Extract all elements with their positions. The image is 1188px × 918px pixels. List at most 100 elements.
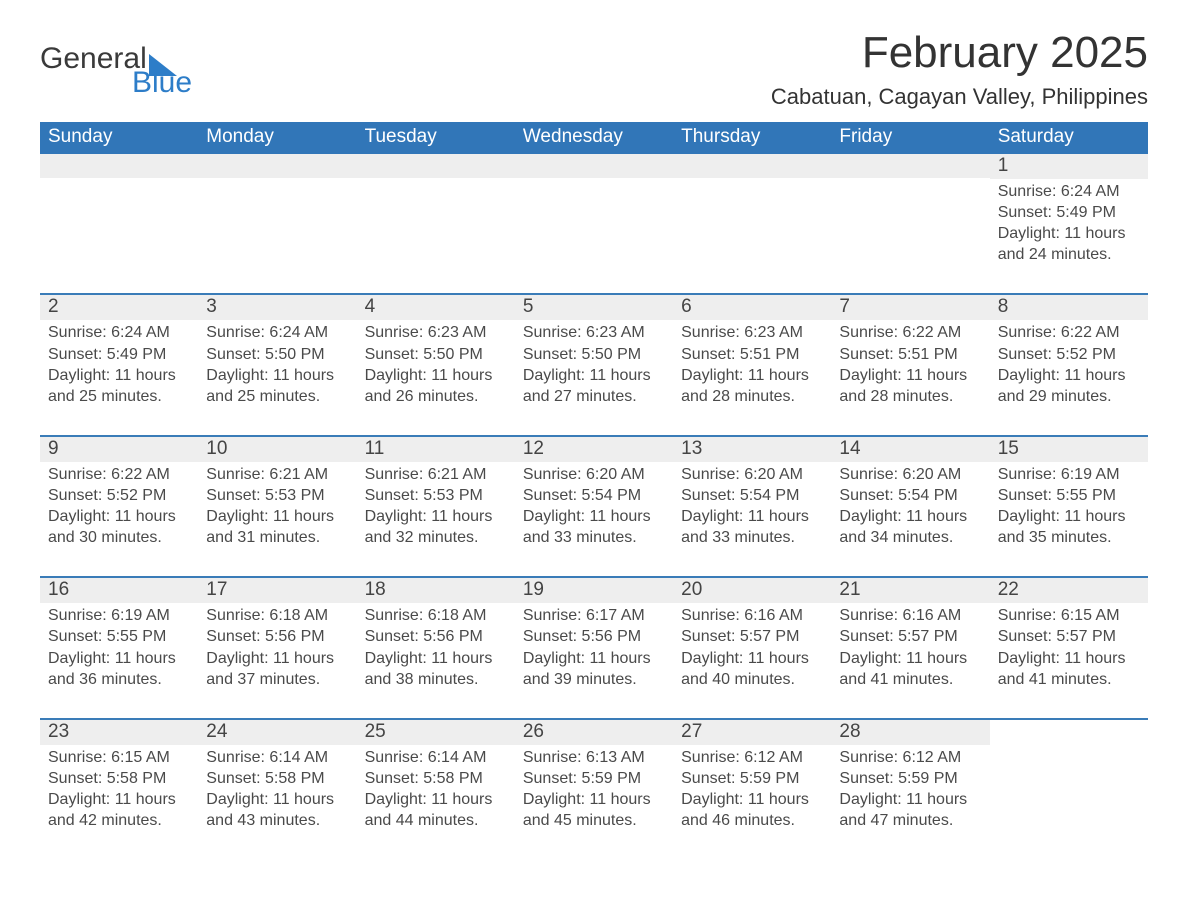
sunset-line: Sunset: 5:52 PM	[48, 485, 190, 506]
daylight-line: Daylight: 11 hours and 39 minutes.	[523, 648, 665, 690]
sunset-line: Sunset: 5:50 PM	[523, 344, 665, 365]
calendar-day-cell: 18Sunrise: 6:18 AMSunset: 5:56 PMDayligh…	[357, 577, 515, 718]
sunset-line: Sunset: 5:55 PM	[48, 626, 190, 647]
day-number: 21	[831, 578, 989, 603]
calendar-day-cell: 28Sunrise: 6:12 AMSunset: 5:59 PMDayligh…	[831, 719, 989, 859]
sunset-line: Sunset: 5:54 PM	[681, 485, 823, 506]
calendar-day-cell	[357, 154, 515, 294]
day-details: Sunrise: 6:23 AMSunset: 5:50 PMDaylight:…	[523, 322, 665, 406]
day-number: 11	[357, 437, 515, 462]
day-details: Sunrise: 6:21 AMSunset: 5:53 PMDaylight:…	[365, 464, 507, 548]
sunrise-line: Sunrise: 6:20 AM	[523, 464, 665, 485]
brand-word1: General	[40, 44, 147, 74]
day-number: 5	[515, 295, 673, 320]
daylight-line: Daylight: 11 hours and 31 minutes.	[206, 506, 348, 548]
page-title: February 2025	[771, 28, 1148, 78]
sunrise-line: Sunrise: 6:12 AM	[681, 747, 823, 768]
weekday-header-row: Sunday Monday Tuesday Wednesday Thursday…	[40, 122, 1148, 154]
daylight-line: Daylight: 11 hours and 40 minutes.	[681, 648, 823, 690]
day-number: 9	[40, 437, 198, 462]
calendar-day-cell: 7Sunrise: 6:22 AMSunset: 5:51 PMDaylight…	[831, 294, 989, 435]
location-subtitle: Cabatuan, Cagayan Valley, Philippines	[771, 84, 1148, 110]
sunset-line: Sunset: 5:52 PM	[998, 344, 1140, 365]
day-details: Sunrise: 6:24 AMSunset: 5:50 PMDaylight:…	[206, 322, 348, 406]
sunrise-line: Sunrise: 6:14 AM	[365, 747, 507, 768]
sunrise-line: Sunrise: 6:16 AM	[839, 605, 981, 626]
sunset-line: Sunset: 5:58 PM	[206, 768, 348, 789]
daylight-line: Daylight: 11 hours and 43 minutes.	[206, 789, 348, 831]
day-number: 8	[990, 295, 1148, 320]
calendar-day-cell: 6Sunrise: 6:23 AMSunset: 5:51 PMDaylight…	[673, 294, 831, 435]
daylight-line: Daylight: 11 hours and 42 minutes.	[48, 789, 190, 831]
sunrise-line: Sunrise: 6:20 AM	[681, 464, 823, 485]
calendar-day-cell: 10Sunrise: 6:21 AMSunset: 5:53 PMDayligh…	[198, 436, 356, 577]
calendar-day-cell: 19Sunrise: 6:17 AMSunset: 5:56 PMDayligh…	[515, 577, 673, 718]
day-number	[40, 154, 198, 178]
day-details: Sunrise: 6:18 AMSunset: 5:56 PMDaylight:…	[365, 605, 507, 689]
day-details: Sunrise: 6:15 AMSunset: 5:57 PMDaylight:…	[998, 605, 1140, 689]
calendar-day-cell: 27Sunrise: 6:12 AMSunset: 5:59 PMDayligh…	[673, 719, 831, 859]
sunset-line: Sunset: 5:56 PM	[365, 626, 507, 647]
day-details: Sunrise: 6:24 AMSunset: 5:49 PMDaylight:…	[48, 322, 190, 406]
daylight-line: Daylight: 11 hours and 28 minutes.	[839, 365, 981, 407]
day-details: Sunrise: 6:18 AMSunset: 5:56 PMDaylight:…	[206, 605, 348, 689]
calendar-table: Sunday Monday Tuesday Wednesday Thursday…	[40, 122, 1148, 859]
day-details: Sunrise: 6:19 AMSunset: 5:55 PMDaylight:…	[48, 605, 190, 689]
sunset-line: Sunset: 5:57 PM	[998, 626, 1140, 647]
sunrise-line: Sunrise: 6:15 AM	[48, 747, 190, 768]
daylight-line: Daylight: 11 hours and 44 minutes.	[365, 789, 507, 831]
day-number: 27	[673, 720, 831, 745]
day-details: Sunrise: 6:22 AMSunset: 5:51 PMDaylight:…	[839, 322, 981, 406]
day-number	[357, 154, 515, 178]
day-details: Sunrise: 6:19 AMSunset: 5:55 PMDaylight:…	[998, 464, 1140, 548]
daylight-line: Daylight: 11 hours and 32 minutes.	[365, 506, 507, 548]
calendar-day-cell: 26Sunrise: 6:13 AMSunset: 5:59 PMDayligh…	[515, 719, 673, 859]
day-details: Sunrise: 6:13 AMSunset: 5:59 PMDaylight:…	[523, 747, 665, 831]
sunrise-line: Sunrise: 6:14 AM	[206, 747, 348, 768]
day-number: 1	[990, 154, 1148, 179]
weekday-header: Monday	[198, 122, 356, 154]
day-number	[515, 154, 673, 178]
day-number: 19	[515, 578, 673, 603]
calendar-day-cell: 8Sunrise: 6:22 AMSunset: 5:52 PMDaylight…	[990, 294, 1148, 435]
calendar-day-cell: 3Sunrise: 6:24 AMSunset: 5:50 PMDaylight…	[198, 294, 356, 435]
day-number: 28	[831, 720, 989, 745]
weekday-header: Tuesday	[357, 122, 515, 154]
sunrise-line: Sunrise: 6:21 AM	[206, 464, 348, 485]
sunset-line: Sunset: 5:49 PM	[48, 344, 190, 365]
calendar-day-cell: 9Sunrise: 6:22 AMSunset: 5:52 PMDaylight…	[40, 436, 198, 577]
daylight-line: Daylight: 11 hours and 37 minutes.	[206, 648, 348, 690]
day-number: 26	[515, 720, 673, 745]
weekday-header: Wednesday	[515, 122, 673, 154]
day-number: 4	[357, 295, 515, 320]
daylight-line: Daylight: 11 hours and 41 minutes.	[998, 648, 1140, 690]
calendar-day-cell	[831, 154, 989, 294]
day-number: 6	[673, 295, 831, 320]
daylight-line: Daylight: 11 hours and 25 minutes.	[206, 365, 348, 407]
calendar-day-cell: 20Sunrise: 6:16 AMSunset: 5:57 PMDayligh…	[673, 577, 831, 718]
sunrise-line: Sunrise: 6:17 AM	[523, 605, 665, 626]
sunset-line: Sunset: 5:50 PM	[365, 344, 507, 365]
day-details: Sunrise: 6:23 AMSunset: 5:50 PMDaylight:…	[365, 322, 507, 406]
sunset-line: Sunset: 5:49 PM	[998, 202, 1140, 223]
sunset-line: Sunset: 5:56 PM	[523, 626, 665, 647]
sunset-line: Sunset: 5:59 PM	[839, 768, 981, 789]
day-number: 7	[831, 295, 989, 320]
day-details: Sunrise: 6:22 AMSunset: 5:52 PMDaylight:…	[998, 322, 1140, 406]
sunset-line: Sunset: 5:51 PM	[681, 344, 823, 365]
day-number: 18	[357, 578, 515, 603]
day-number	[673, 154, 831, 178]
sunrise-line: Sunrise: 6:19 AM	[998, 464, 1140, 485]
sunrise-line: Sunrise: 6:24 AM	[206, 322, 348, 343]
sunrise-line: Sunrise: 6:15 AM	[998, 605, 1140, 626]
sunrise-line: Sunrise: 6:13 AM	[523, 747, 665, 768]
sunrise-line: Sunrise: 6:22 AM	[998, 322, 1140, 343]
sunset-line: Sunset: 5:57 PM	[681, 626, 823, 647]
brand-word2: Blue	[132, 68, 192, 98]
calendar-day-cell	[515, 154, 673, 294]
daylight-line: Daylight: 11 hours and 35 minutes.	[998, 506, 1140, 548]
calendar-day-cell	[40, 154, 198, 294]
day-number: 12	[515, 437, 673, 462]
sunrise-line: Sunrise: 6:22 AM	[839, 322, 981, 343]
calendar-day-cell: 1Sunrise: 6:24 AMSunset: 5:49 PMDaylight…	[990, 154, 1148, 294]
